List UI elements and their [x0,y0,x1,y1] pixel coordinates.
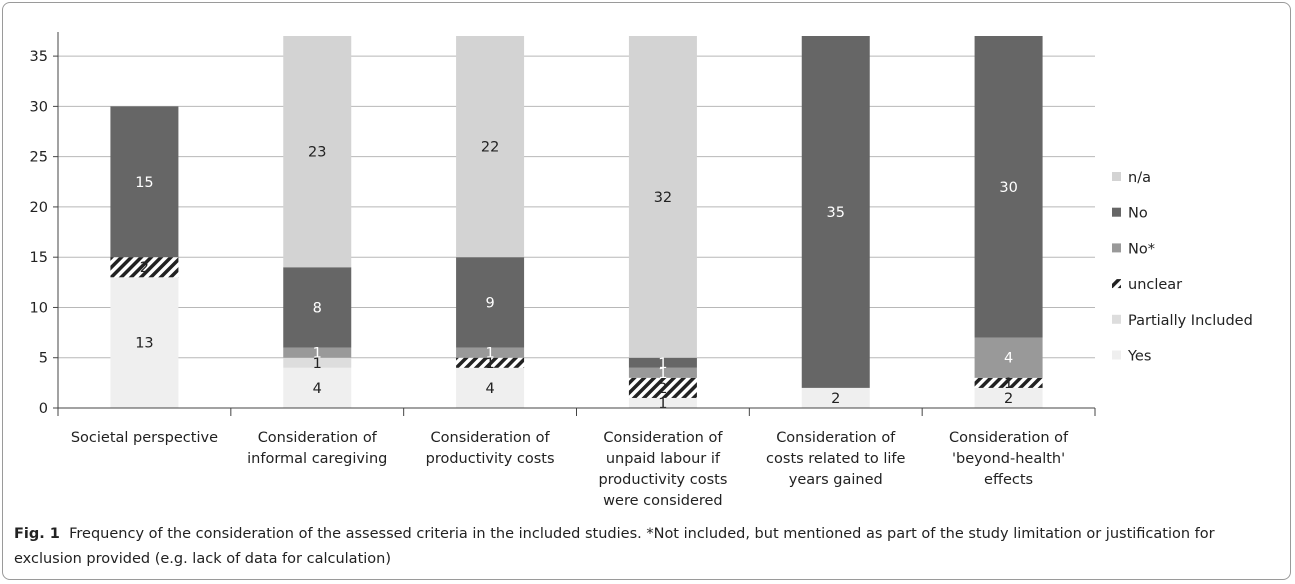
x-category-label: Consideration of [776,430,896,446]
data-label: 1 [658,366,667,382]
y-tick-label: 35 [30,49,48,65]
data-label: 32 [654,190,672,206]
legend-swatch [1112,279,1121,289]
data-label: 1 [658,396,667,412]
data-label: 2 [1004,391,1013,407]
bar-segment [283,267,352,348]
caption-label: Fig. 1 [14,526,60,542]
x-category-label: 'beyond-health' [952,451,1065,467]
data-label: 35 [827,205,845,221]
data-label: 23 [308,145,326,161]
bar-segment [283,367,352,408]
data-label: 4 [313,381,322,397]
legend-label: Partially Included [1128,313,1253,329]
data-label: 2 [140,260,149,276]
bar-segment [283,357,352,368]
legend-swatch [1112,314,1121,324]
gridlines [58,55,1095,359]
data-label: 13 [135,336,153,352]
y-tick-label: 25 [30,150,48,166]
bar-segment [974,36,1043,338]
bar-segment [801,387,870,408]
data-label: 1 [485,356,494,372]
bar-segment [974,377,1043,388]
data-label: 2 [831,391,840,407]
bar-segment [628,367,697,378]
y-tick-label: 15 [30,250,48,266]
bar-segment [110,257,179,278]
data-label: 2 [658,381,667,397]
x-category-label: productivity costs [426,451,555,467]
bar-segment [456,367,525,408]
y-tick-label: 5 [39,351,48,367]
data-label: 4 [1004,351,1013,367]
data-label: 1 [313,356,322,372]
x-category-label: were considered [603,493,722,509]
legend-label: n/a [1128,170,1151,186]
data-label: 22 [481,140,499,156]
x-category-label: costs related to life [766,451,905,467]
bar-segment [628,357,697,368]
bar-segment [628,397,697,408]
x-category-label: Societal perspective [71,430,218,446]
x-category-label: unpaid labour if [606,451,721,467]
y-tick-label: 10 [30,300,48,316]
data-label: 30 [999,180,1017,196]
legend-swatch [1112,243,1121,253]
bar-segment [283,347,352,358]
bar-segment [974,337,1043,378]
legend-label: No* [1128,241,1155,257]
legend-label: Yes [1127,349,1151,365]
data-label: 9 [485,295,494,311]
y-tick-label: 30 [30,99,48,115]
x-category-label: Consideration of [603,430,723,446]
x-category-label: Consideration of [258,430,378,446]
data-label: 1 [485,346,494,362]
x-category-label: informal caregiving [247,451,387,467]
y-tick-label: 0 [39,401,48,417]
bar-segment [110,106,179,258]
bar-segment [628,377,697,398]
data-label: 4 [485,381,494,397]
bar-segment [456,36,525,258]
bar-segment [974,387,1043,408]
x-category-label: effects [984,472,1033,488]
bar-segment [283,36,352,268]
bar-segment [456,257,525,348]
axes: 0 5 10 15 20 25 30 35 Societal perspective Consid… [30,32,1096,509]
data-label: 15 [135,175,153,191]
legend: n/a No No* unclear Partially Included Yes [1112,170,1253,365]
legend-swatch [1112,207,1121,217]
bar-segment [801,36,870,388]
bar-segment [628,36,697,358]
bar-segment [110,277,179,408]
data-label: 1 [658,356,667,372]
caption-text: Frequency of the consideration of the as… [14,526,1215,567]
data-label: 1 [313,346,322,362]
bar-segment [456,357,525,368]
data-label: 1 [1004,376,1013,392]
figure-caption: Fig. 1 Frequency of the consideration of… [14,522,1279,572]
x-category-label: years gained [789,472,883,488]
bar-segment [456,347,525,358]
legend-label: unclear [1128,277,1182,293]
legend-swatch [1112,350,1121,360]
x-category-label: Consideration of [949,430,1069,446]
y-tick-label: 20 [30,200,48,216]
x-category-label: Consideration of [431,430,551,446]
legend-label: No [1128,206,1148,222]
legend-swatch [1112,172,1121,181]
x-category-label: productivity costs [598,472,727,488]
data-label: 8 [313,300,322,316]
